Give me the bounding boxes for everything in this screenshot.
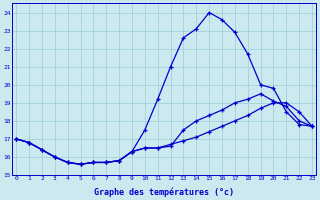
X-axis label: Graphe des températures (°c): Graphe des températures (°c) — [94, 187, 234, 197]
